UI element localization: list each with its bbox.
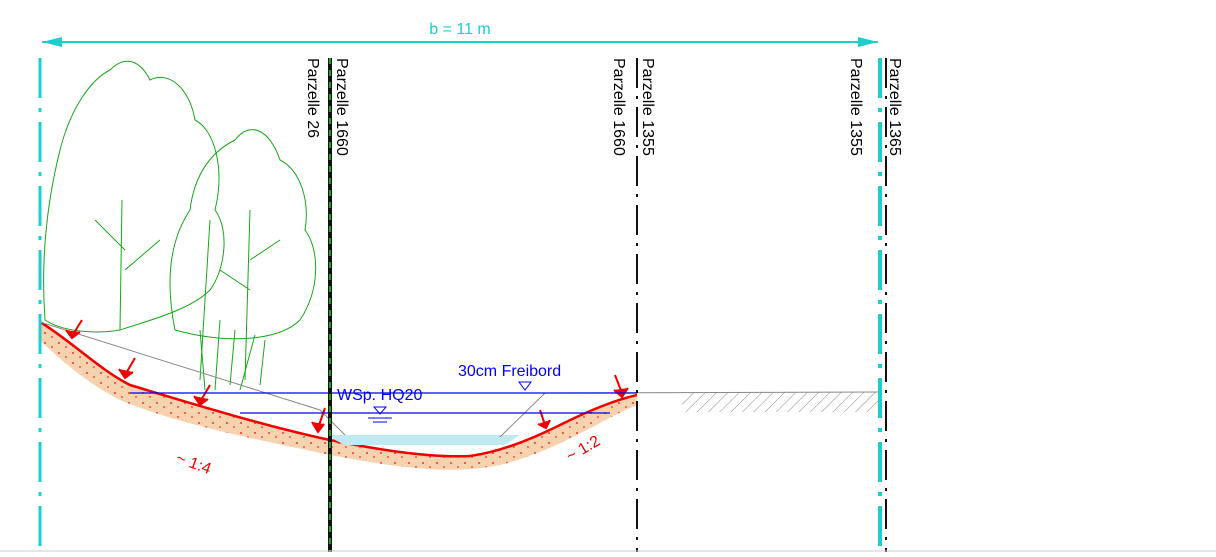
parcel-label: Parzelle 1660 — [610, 58, 627, 156]
parcel-label: Parzelle 1355 — [639, 58, 656, 156]
trees — [43, 60, 317, 391]
slope-left: ~ 1:4 — [174, 450, 214, 478]
water-level-label: WSp. HQ20 — [337, 387, 422, 404]
terrain-line — [39, 320, 638, 458]
erosion-arrows — [65, 319, 629, 434]
dimension-label: b = 11 m — [429, 21, 491, 38]
parcel-label: Parzelle 1660 — [333, 58, 350, 156]
water-symbol — [368, 406, 392, 423]
parcel-label: Parzelle 26 — [304, 58, 321, 138]
freeboard-label: 30cm Freibord — [458, 363, 561, 380]
parcel-label: Parzelle 1355 — [847, 58, 864, 156]
freeboard-symbol — [518, 381, 532, 391]
low-water — [330, 435, 520, 445]
bank-material — [40, 322, 637, 470]
parcel-label: Parzelle 1365 — [886, 58, 903, 156]
hatched-ground — [682, 392, 880, 412]
